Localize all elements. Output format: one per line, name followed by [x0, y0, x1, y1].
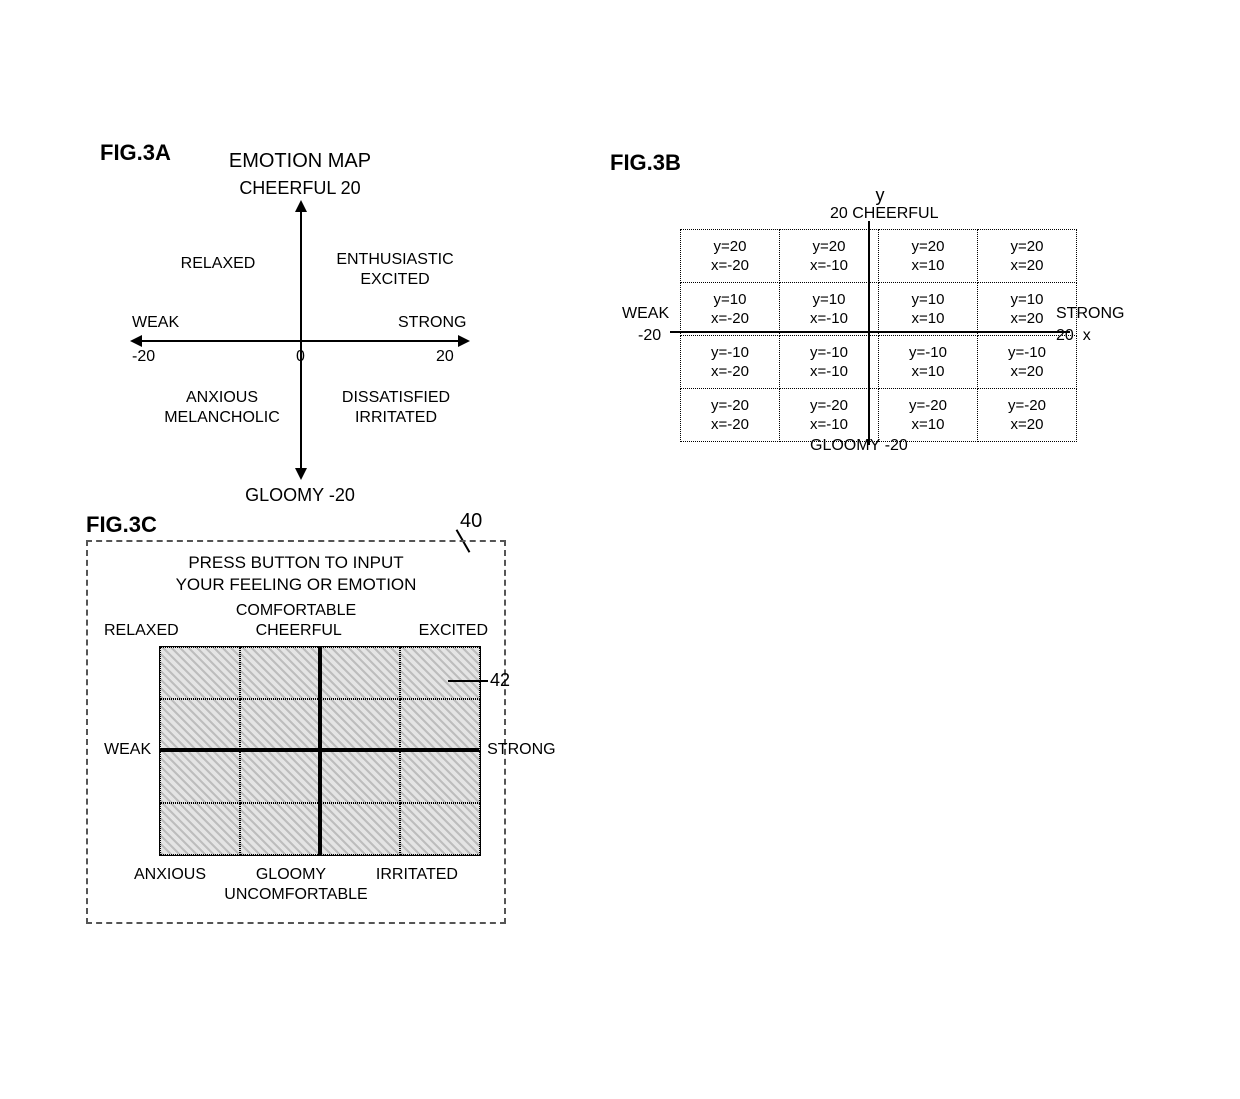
emotion-button[interactable] [160, 751, 240, 803]
figure-label-3c: FIG.3C [86, 512, 157, 538]
quadrant-bottom-right: DISSATISFIED IRRITATED [326, 388, 466, 428]
y-axis-bottom-label: GLOOMY -20 [100, 485, 500, 506]
callout-40: 40 [460, 510, 482, 533]
top-outer-label: COMFORTABLE [104, 602, 488, 620]
emotion-button[interactable] [240, 803, 320, 855]
left-axis-value: -20 [638, 327, 661, 345]
top-right-label: EXCITED [419, 622, 488, 640]
quadrant-top-left: RELAXED [158, 254, 278, 274]
coord-cell: y=10x=10 [879, 283, 978, 336]
emotion-button[interactable] [400, 699, 480, 751]
left-label: WEAK [104, 741, 151, 759]
callout-42: 42 [490, 670, 510, 691]
coord-cell: y=20x=-20 [681, 230, 780, 283]
coord-grid: y=20x=-20y=20x=-10y=20x=10y=20x=20y=10x=… [680, 229, 1077, 442]
emotion-button[interactable] [400, 647, 480, 699]
emotion-button[interactable] [240, 699, 320, 751]
emotion-button[interactable] [160, 803, 240, 855]
top-axis-label: 20 CHEERFUL [830, 205, 938, 223]
emotion-input-panel: PRESS BUTTON TO INPUT YOUR FEELING OR EM… [86, 540, 506, 924]
x-axis-min-word: WEAK [132, 314, 179, 332]
coord-cell: y=20x=-10 [780, 230, 879, 283]
emotion-map-axes: WEAK STRONG -20 0 20 RELAXED ENTHUSIASTI… [140, 210, 460, 470]
emotion-button[interactable] [400, 803, 480, 855]
coord-cell: y=-10x=-10 [780, 336, 879, 389]
coord-cell: y=10x=-10 [780, 283, 879, 336]
emotion-button[interactable] [320, 699, 400, 751]
coord-cell: y=20x=20 [978, 230, 1077, 283]
emotion-button[interactable] [320, 647, 400, 699]
bottom-axis-label: GLOOMY -20 [810, 437, 908, 455]
coordinate-table: y 20 CHEERFUL y=20x=-20y=20x=-10y=20x=10… [610, 185, 1130, 485]
coord-cell: y=-20x=-20 [681, 389, 780, 442]
prompt-text: PRESS BUTTON TO INPUT YOUR FEELING OR EM… [104, 552, 488, 596]
right-axis-word: STRONG [1056, 305, 1124, 323]
coord-cell: y=-20x=10 [879, 389, 978, 442]
bottom-left-label: ANXIOUS [134, 866, 206, 884]
emotion-button[interactable] [320, 751, 400, 803]
emotion-button[interactable] [240, 751, 320, 803]
quadrant-top-right: ENTHUSIASTIC EXCITED [330, 250, 460, 290]
emotion-button[interactable] [160, 647, 240, 699]
origin-label: 0 [296, 348, 305, 366]
coord-cell: y=20x=10 [879, 230, 978, 283]
coord-cell: y=-20x=20 [978, 389, 1077, 442]
x-axis-max-word: STRONG [398, 314, 466, 332]
quadrant-bottom-left: ANXIOUS MELANCHOLIC [152, 388, 292, 428]
emotion-button[interactable] [240, 647, 320, 699]
y-caption: y [870, 185, 890, 206]
emotion-map-title: EMOTION MAP [100, 150, 500, 173]
emotion-button[interactable] [400, 751, 480, 803]
left-axis-word: WEAK [622, 305, 669, 323]
figure-label-3b: FIG.3B [610, 150, 681, 176]
right-axis-value: 20 x [1056, 327, 1091, 345]
top-center-label: CHEERFUL [256, 622, 342, 640]
bottom-outer-label: UNCOMFORTABLE [104, 886, 488, 904]
emotion-button[interactable] [160, 699, 240, 751]
coord-cell: y=-10x=10 [879, 336, 978, 389]
top-left-label: RELAXED [104, 622, 179, 640]
coord-cell: y=10x=-20 [681, 283, 780, 336]
emotion-map-diagram: EMOTION MAP CHEERFUL 20 WEAK STRONG -20 … [100, 160, 500, 500]
emotion-button[interactable] [320, 803, 400, 855]
coord-cell: y=-20x=-10 [780, 389, 879, 442]
x-axis-min-value: -20 [132, 348, 155, 366]
bottom-right-label: IRRITATED [376, 866, 458, 884]
bottom-center-label: GLOOMY [256, 866, 326, 884]
right-label: STRONG [487, 741, 555, 759]
x-axis-max-value: 20 [436, 348, 454, 366]
coord-cell: y=-10x=-20 [681, 336, 780, 389]
y-axis-top-label: CHEERFUL 20 [100, 178, 500, 199]
